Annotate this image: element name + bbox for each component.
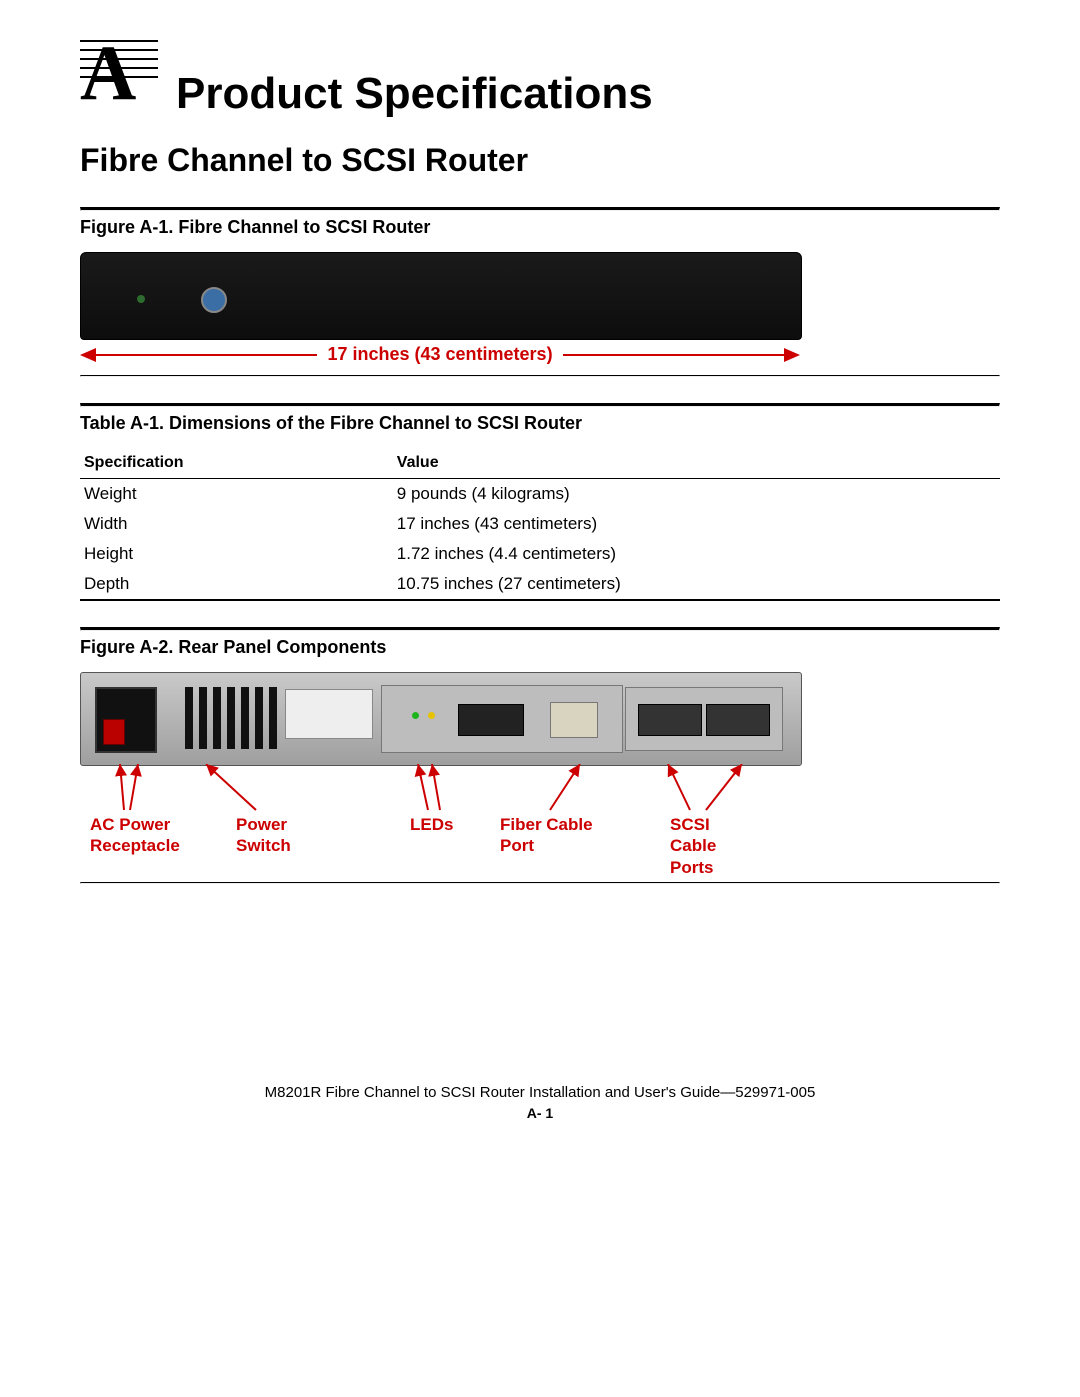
appendix-letter-box: A <box>80 40 158 118</box>
table-row: Width 17 inches (43 centimeters) <box>80 509 1000 539</box>
col-value: Value <box>393 448 1000 479</box>
cell: 1.72 inches (4.4 centimeters) <box>393 539 1000 569</box>
col-specification: Specification <box>80 448 393 479</box>
cell: Depth <box>80 569 393 600</box>
cell: Weight <box>80 479 393 510</box>
appendix-letter: A <box>80 34 136 112</box>
rule <box>80 207 1000 211</box>
callout-power-switch: PowerSwitch <box>236 814 291 857</box>
callout-fiber-port: Fiber CablePort <box>500 814 593 857</box>
figure1: 17 inches (43 centimeters) <box>80 252 1000 365</box>
footer-doc-title: M8201R Fibre Channel to SCSI Router Inst… <box>80 1084 1000 1101</box>
cell: 9 pounds (4 kilograms) <box>393 479 1000 510</box>
table-header-row: Specification Value <box>80 448 1000 479</box>
table-row: Depth 10.75 inches (27 centimeters) <box>80 569 1000 600</box>
rear-callouts: AC PowerReceptacle PowerSwitch LEDs Fibe… <box>80 766 800 876</box>
appendix-title: Product Specifications <box>176 72 653 118</box>
table-row: Height 1.72 inches (4.4 centimeters) <box>80 539 1000 569</box>
appendix-header: A Product Specifications <box>80 40 1000 118</box>
cell: Height <box>80 539 393 569</box>
footer-page-number: A- 1 <box>80 1105 1000 1121</box>
page-footer: M8201R Fibre Channel to SCSI Router Inst… <box>80 1084 1000 1121</box>
rule <box>80 627 1000 631</box>
callout-arrows <box>80 764 800 814</box>
width-dimension-label: 17 inches (43 centimeters) <box>317 344 562 365</box>
callout-scsi-ports: SCSICablePorts <box>670 814 716 878</box>
figure2-caption: Figure A-2. Rear Panel Components <box>80 637 1000 658</box>
cell: 17 inches (43 centimeters) <box>393 509 1000 539</box>
device-front-illustration <box>80 252 802 340</box>
rule <box>80 375 1000 377</box>
table1-caption: Table A-1. Dimensions of the Fibre Chann… <box>80 413 1000 434</box>
cell: 10.75 inches (27 centimeters) <box>393 569 1000 600</box>
figure2: AC PowerReceptacle PowerSwitch LEDs Fibe… <box>80 672 1000 876</box>
dimensions-table: Specification Value Weight 9 pounds (4 k… <box>80 448 1000 601</box>
callout-ac-power: AC PowerReceptacle <box>90 814 180 857</box>
figure1-caption: Figure A-1. Fibre Channel to SCSI Router <box>80 217 1000 238</box>
callout-leds: LEDs <box>410 814 453 835</box>
rule <box>80 403 1000 407</box>
cell: Width <box>80 509 393 539</box>
rule <box>80 882 1000 884</box>
section-title: Fibre Channel to SCSI Router <box>80 142 1000 179</box>
device-rear-illustration <box>80 672 802 766</box>
width-dimension-arrow: 17 inches (43 centimeters) <box>80 344 800 365</box>
table-row: Weight 9 pounds (4 kilograms) <box>80 479 1000 510</box>
